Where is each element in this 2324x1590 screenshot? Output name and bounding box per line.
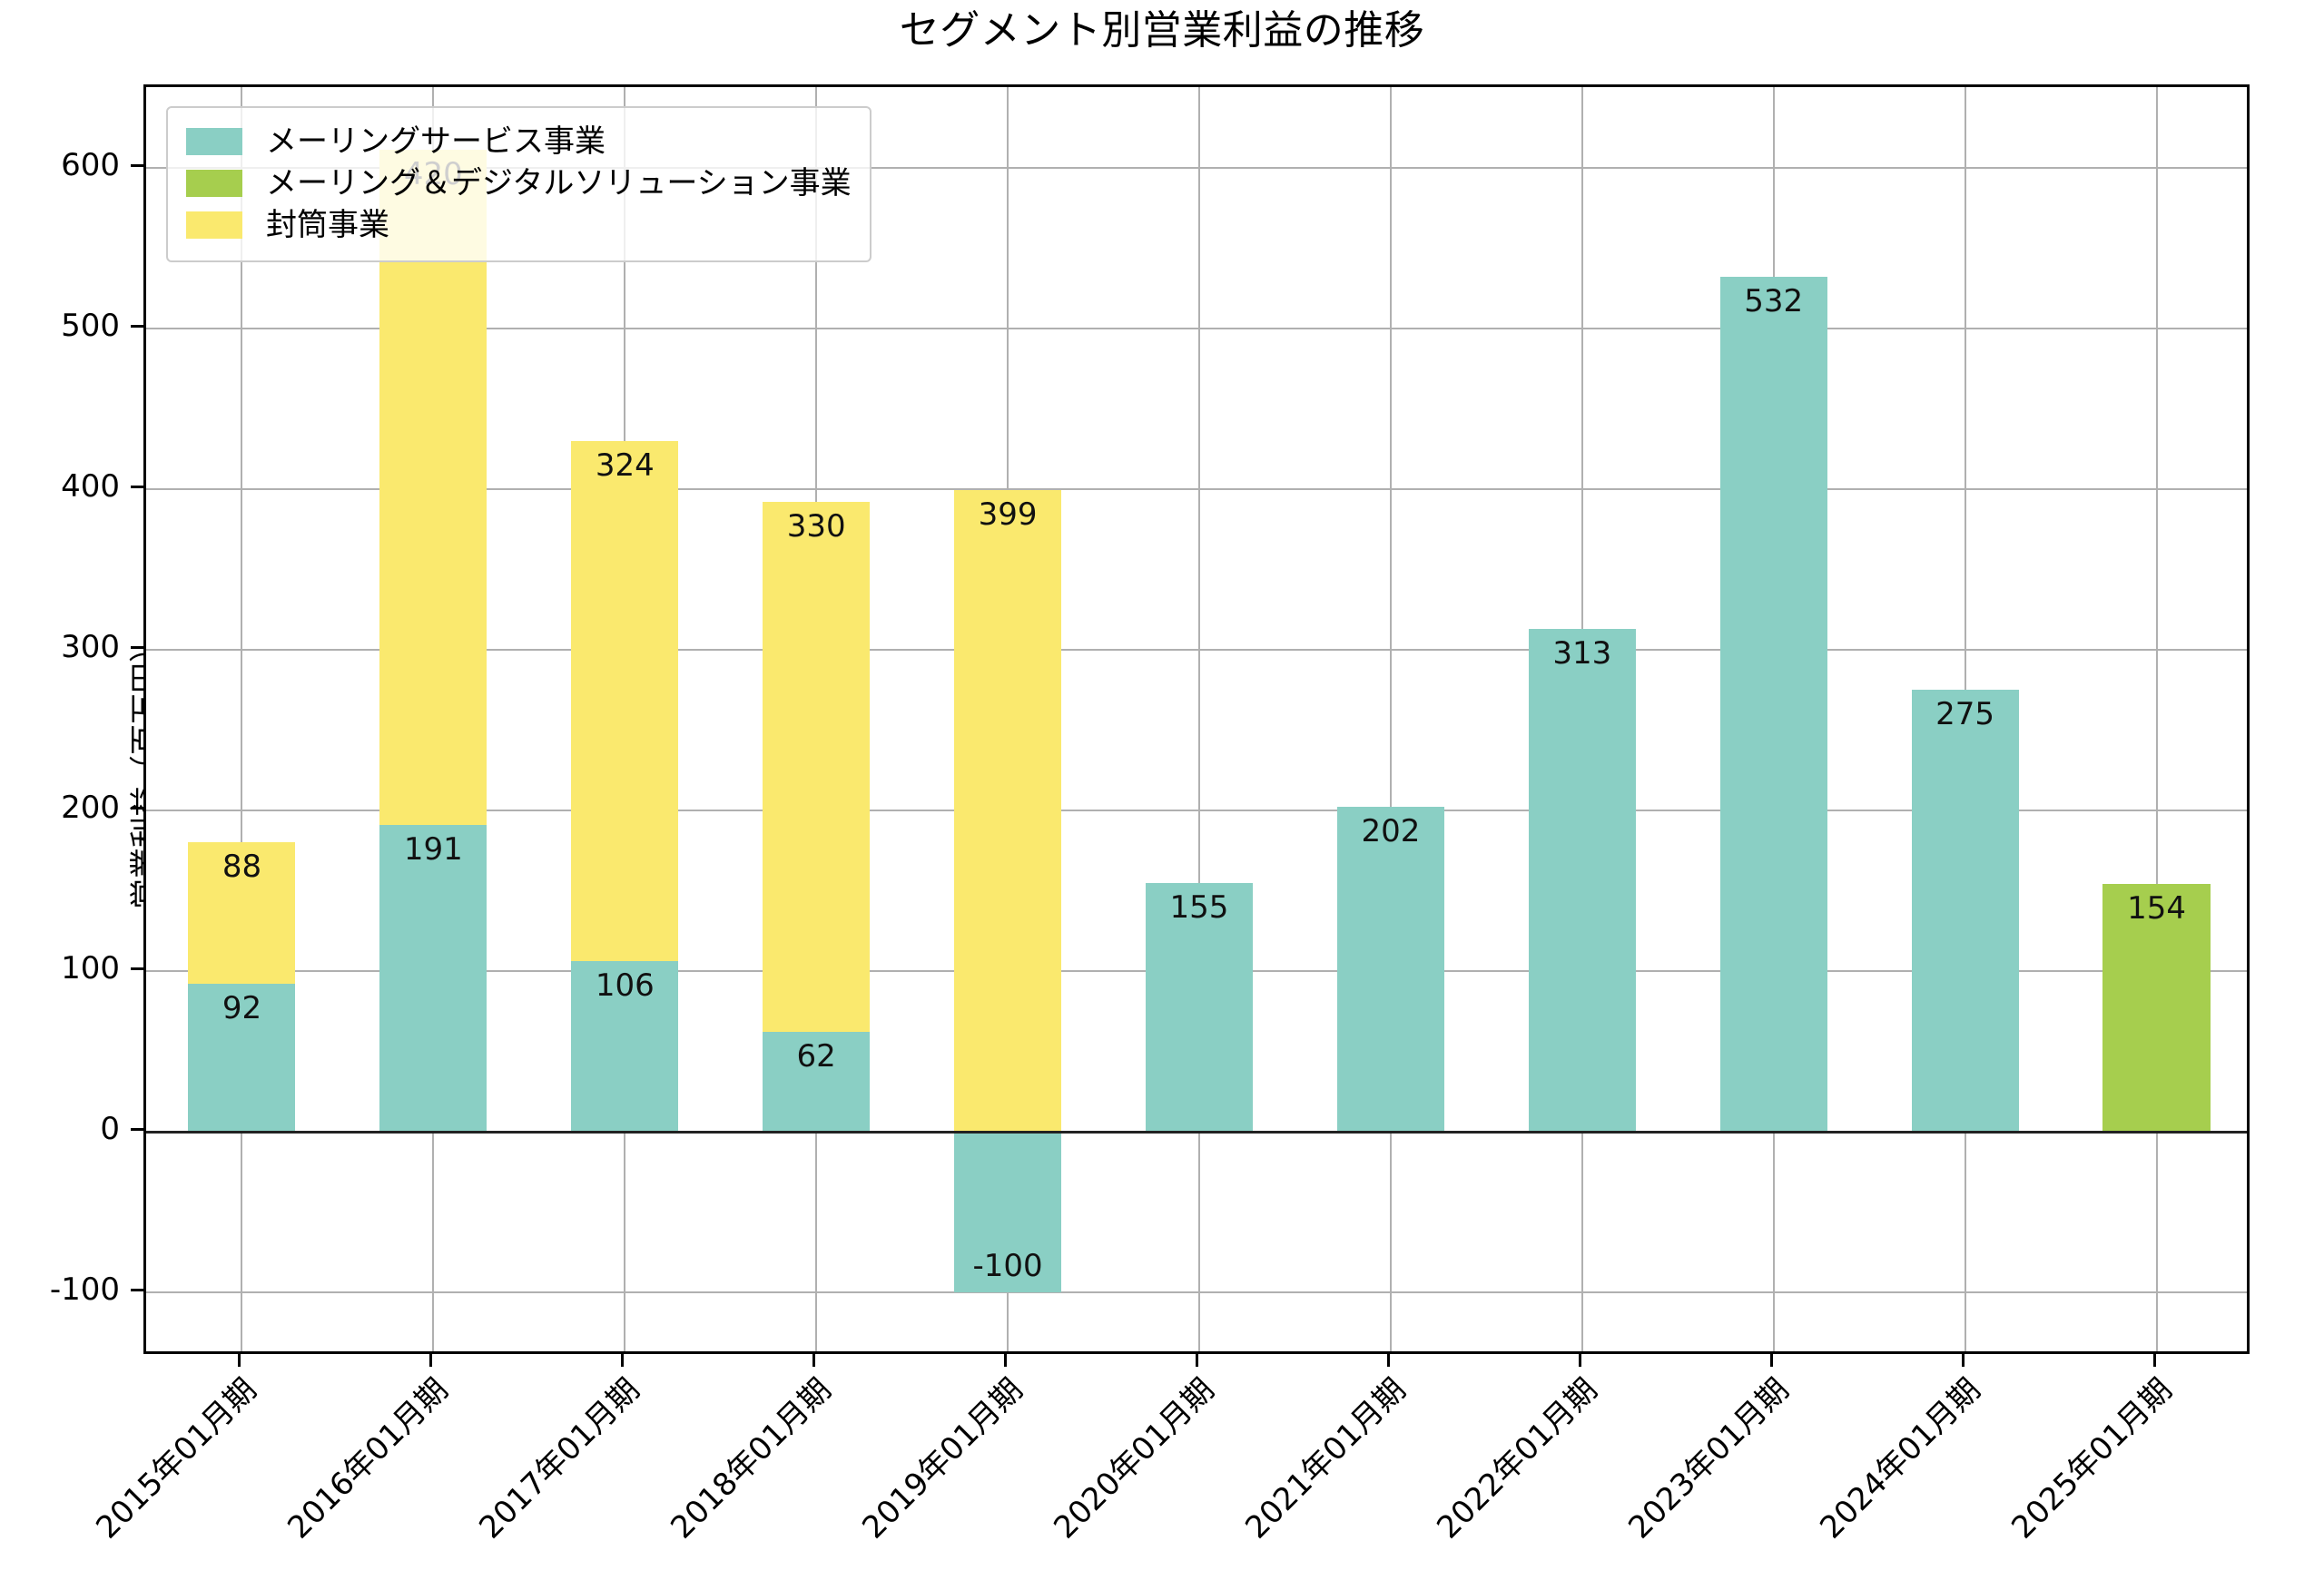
legend-label-envelope: 封筒事業: [266, 207, 389, 243]
y-axis-tick-mark: [131, 324, 143, 328]
x-axis-tick-label: 2016年01月期: [281, 1371, 456, 1546]
chart-legend[interactable]: メーリングサービス事業 メーリング＆デジタルソリューション事業 封筒事業: [166, 106, 872, 262]
bar-segment[interactable]: [1719, 276, 1827, 1133]
zero-line: [146, 1131, 2247, 1134]
gridline-vertical: [241, 87, 243, 1351]
x-axis-tick-label: 2023年01月期: [1621, 1371, 1797, 1546]
legend-swatch-mailing-service: [186, 128, 242, 155]
bar-value-label: 155: [1169, 888, 1229, 926]
bar-segment[interactable]: [1336, 807, 1444, 1133]
bar-segment[interactable]: [571, 961, 679, 1133]
y-axis-tick-label: 100: [61, 949, 120, 986]
bar-segment[interactable]: [763, 501, 871, 1033]
x-axis-tick-mark: [1386, 1354, 1390, 1367]
x-axis-tick-mark: [1961, 1354, 1965, 1367]
y-axis-tick-label: 200: [61, 789, 120, 826]
bar-value-label: 92: [222, 990, 262, 1027]
bar-segment[interactable]: [379, 824, 487, 1133]
gridline-vertical: [1389, 87, 1392, 1351]
bar-value-label: 275: [1935, 696, 1995, 733]
bar-segment[interactable]: [379, 150, 487, 825]
x-axis-tick-label: 2021年01月期: [1238, 1371, 1413, 1546]
y-axis-tick-mark: [131, 485, 143, 488]
bar-value-label: 313: [1552, 634, 1612, 672]
legend-item-mailing-service[interactable]: メーリングサービス事業: [186, 121, 852, 162]
bar-value-label: -100: [972, 1248, 1043, 1285]
y-axis-tick-mark: [131, 645, 143, 649]
bar-value-label: 399: [978, 496, 1038, 534]
x-axis-tick-mark: [1769, 1354, 1773, 1367]
bar-segment[interactable]: [188, 984, 296, 1133]
chart-title: セグメント別営業利益の推移: [899, 7, 1425, 54]
bar-segment[interactable]: [954, 1132, 1062, 1293]
x-axis-tick-mark: [1578, 1354, 1581, 1367]
bar-segment[interactable]: [1911, 690, 2019, 1133]
chart-figure: セグメント別営業利益の推移 営業利益（百万円） -100010020030040…: [49, 7, 2250, 1546]
gridline-horizontal: [146, 487, 2247, 490]
bar-value-label: 154: [2127, 890, 2186, 928]
x-axis-tick-label: 2015年01月期: [89, 1371, 265, 1546]
bar-segment[interactable]: [2102, 884, 2211, 1133]
y-axis-tick-mark: [131, 1128, 143, 1132]
x-axis-tick-mark: [2152, 1354, 2156, 1367]
x-axis-tick-mark: [1196, 1354, 1198, 1367]
y-axis-tick-mark: [131, 967, 143, 970]
bar-segment[interactable]: [763, 1032, 871, 1133]
x-axis-tick-mark: [238, 1354, 241, 1367]
y-axis-tick-label: -100: [49, 1271, 120, 1309]
y-axis-tick-label: 500: [61, 307, 120, 344]
bar-value-label: 330: [786, 507, 846, 545]
bar-value-label: 191: [403, 830, 463, 868]
bar-value-label: 62: [796, 1038, 836, 1075]
bar-segment[interactable]: [1528, 628, 1636, 1133]
plot-inner: 928819142010632462330-100399155202313532…: [146, 87, 2247, 1351]
gridline-vertical: [2155, 87, 2158, 1351]
bar-segment[interactable]: [571, 440, 679, 962]
x-axis-tick-label: 2022年01月期: [1430, 1371, 1605, 1546]
gridline-horizontal: [146, 1291, 2247, 1294]
x-axis-tick-mark: [812, 1354, 816, 1367]
legend-label-mailing-service: メーリングサービス事業: [266, 123, 606, 160]
x-axis-tick-mark: [1004, 1354, 1008, 1367]
legend-label-digital-solution: メーリング＆デジタルソリューション事業: [266, 165, 852, 201]
gridline-horizontal: [146, 648, 2247, 651]
bar-segment[interactable]: [188, 842, 296, 985]
y-axis-tick-mark: [131, 163, 143, 167]
gridline-horizontal: [146, 166, 2247, 169]
y-axis-tick-mark: [131, 1289, 143, 1292]
bar-value-label: 106: [595, 967, 655, 1005]
x-axis-tick-label: 2024年01月期: [1813, 1371, 1988, 1546]
bar-segment[interactable]: [1145, 882, 1254, 1133]
x-axis-tick-label: 2020年01月期: [1047, 1371, 1222, 1546]
legend-swatch-digital-solution: [186, 170, 242, 197]
y-axis-tick-label: 0: [100, 1111, 120, 1148]
x-axis-tick-label: 2019年01月期: [855, 1371, 1030, 1546]
gridline-horizontal: [146, 809, 2247, 811]
bar-segment[interactable]: [954, 490, 1062, 1133]
y-axis-tick-label: 300: [61, 628, 120, 665]
x-axis-tick-label: 2017年01月期: [472, 1371, 647, 1546]
y-axis-tick-mark: [131, 806, 143, 810]
bar-value-label: 532: [1744, 282, 1804, 319]
plot-area: 928819142010632462330-100399155202313532…: [143, 84, 2250, 1354]
y-axis-tick-label: 400: [61, 467, 120, 505]
bar-value-label: 202: [1361, 813, 1421, 850]
x-axis-tick-mark: [621, 1354, 625, 1367]
bar-value-label: 88: [222, 849, 262, 886]
legend-item-digital-solution[interactable]: メーリング＆デジタルソリューション事業: [186, 162, 852, 204]
legend-swatch-envelope: [186, 211, 242, 239]
x-axis-tick-label: 2018年01月期: [664, 1371, 839, 1546]
bar-value-label: 324: [595, 447, 655, 484]
legend-item-envelope[interactable]: 封筒事業: [186, 204, 852, 246]
x-axis-tick-label: 2025年01月期: [2004, 1371, 2180, 1546]
gridline-vertical: [1198, 87, 1200, 1351]
gridline-horizontal: [146, 327, 2247, 329]
y-axis-tick-label: 600: [61, 146, 120, 183]
x-axis-tick-mark: [429, 1354, 433, 1367]
